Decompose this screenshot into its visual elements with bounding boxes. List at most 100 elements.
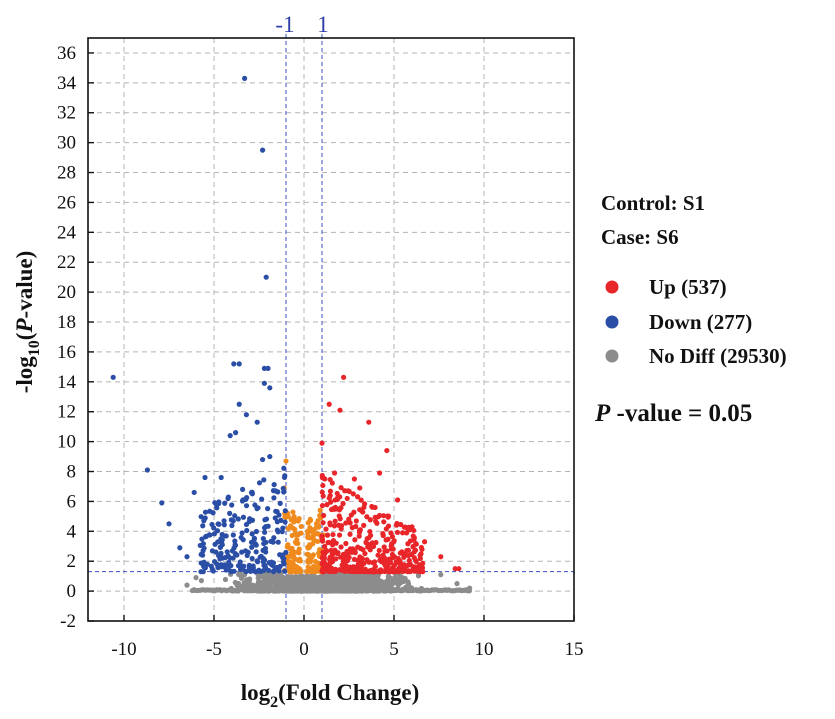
down-point (215, 521, 221, 527)
up-point (319, 503, 326, 509)
down-point (191, 489, 197, 496)
x-tick-label: -10 (111, 639, 136, 660)
down-point (221, 518, 227, 524)
up-point (345, 488, 351, 494)
down-point (276, 568, 282, 574)
nodiff-point (377, 578, 384, 584)
down-point (226, 564, 232, 570)
nodiff-point (336, 573, 342, 579)
up-point (395, 497, 401, 503)
up-point (340, 501, 346, 507)
control-label: Control: S1 (601, 191, 705, 215)
y-tick-label: 0 (67, 581, 77, 602)
borderline-point (311, 568, 318, 574)
y-tick-label: -2 (60, 611, 76, 632)
up-point (326, 401, 332, 407)
up-point (380, 513, 387, 519)
down-point (232, 538, 238, 544)
nodiff-point (259, 573, 265, 579)
down-point (270, 539, 276, 545)
down-point (254, 558, 260, 564)
up-point (321, 567, 327, 573)
up-point (336, 513, 342, 519)
up-point (330, 537, 337, 544)
down-point (253, 549, 259, 555)
up-point (334, 550, 341, 557)
up-point (422, 539, 428, 545)
up-point (332, 470, 338, 476)
down-point (166, 521, 172, 527)
up-point (401, 554, 407, 560)
up-point (320, 482, 326, 489)
legend-nodiff-label: No Diff (29530) (649, 344, 787, 368)
up-point (321, 560, 327, 566)
y-tick-label: 20 (57, 282, 76, 303)
up-point (320, 512, 327, 519)
borderline-point (310, 552, 317, 558)
borderline-point (317, 512, 323, 519)
borderline-point (291, 514, 297, 520)
down-point (231, 361, 237, 367)
up-point (385, 536, 391, 542)
up-point (325, 539, 331, 546)
up-point (351, 509, 357, 515)
down-point (219, 555, 225, 561)
down-point (229, 502, 235, 508)
up-point (351, 476, 357, 482)
borderline-point (292, 530, 298, 537)
down-point (262, 545, 269, 552)
down-point (261, 525, 268, 531)
up-point (330, 531, 336, 538)
up-point (367, 517, 373, 523)
up-point (401, 524, 407, 530)
down-point (262, 529, 268, 535)
up-point (330, 568, 336, 574)
down-point (209, 521, 215, 528)
down-point (222, 533, 228, 539)
down-point (243, 503, 250, 509)
nodiff-point (255, 575, 261, 581)
threshold-label-pos: 1 (317, 12, 329, 37)
down-point (265, 365, 271, 371)
down-point (255, 568, 261, 574)
down-point (243, 412, 249, 418)
borderline-point (288, 559, 294, 565)
up-point (319, 475, 325, 481)
down-point (228, 517, 234, 523)
down-point (275, 539, 281, 545)
up-point (405, 541, 411, 547)
down-point (271, 535, 277, 541)
borderline-point (298, 523, 304, 530)
up-point (340, 554, 346, 560)
up-point (366, 559, 372, 565)
y-tick-label: 32 (57, 103, 76, 124)
down-point (214, 528, 221, 534)
nodiff-point (362, 573, 368, 580)
legend-down-marker (605, 315, 619, 329)
down-point (261, 365, 267, 371)
up-point (327, 522, 333, 528)
threshold-label-neg: -1 (275, 12, 294, 37)
y-tick-label: 6 (67, 491, 77, 512)
down-point (266, 567, 272, 574)
y-tick-label: 26 (57, 192, 76, 213)
down-point (282, 508, 288, 514)
down-point (184, 554, 190, 560)
down-point (202, 515, 208, 521)
down-point (144, 467, 150, 473)
down-point (249, 544, 255, 550)
down-point (248, 568, 254, 574)
up-point (338, 544, 344, 550)
up-point (384, 513, 391, 519)
up-point (343, 562, 349, 569)
up-point (418, 551, 424, 557)
down-point (280, 559, 287, 565)
borderline-point (305, 520, 311, 526)
down-point (251, 536, 257, 542)
down-point (271, 495, 277, 501)
nodiff-point (222, 576, 229, 583)
up-point (361, 504, 367, 510)
down-point (271, 482, 277, 488)
down-point (239, 549, 245, 555)
